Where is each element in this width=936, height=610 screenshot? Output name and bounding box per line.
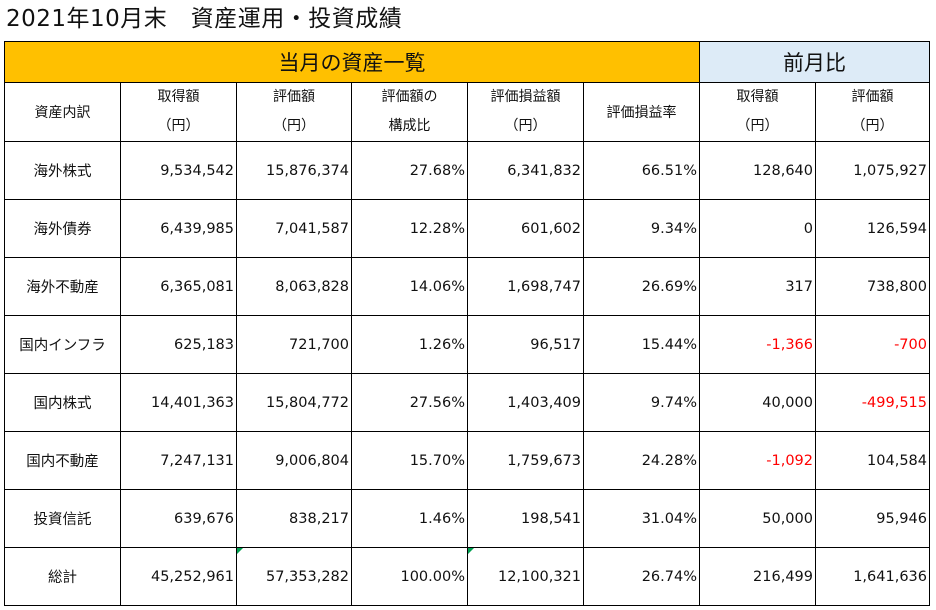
profit-loss-rate-cell: 26.74% <box>583 547 700 606</box>
mom-acquisition-cell: 50,000 <box>699 489 816 548</box>
mom-acquisition-cell: -1,092 <box>699 431 816 490</box>
mom-acquisition-cell: 317 <box>699 257 816 316</box>
category-cell: 海外不動産 <box>4 257 121 316</box>
profit-loss-rate-cell: 66.51% <box>583 141 700 200</box>
acquisition-cell: 639,676 <box>120 489 237 548</box>
profit-loss-cell: 12,100,321 <box>467 547 584 606</box>
valuation-cell: 8,063,828 <box>236 257 352 316</box>
profit-loss-cell: 1,403,409 <box>467 373 584 432</box>
valuation-cell: 15,804,772 <box>236 373 352 432</box>
profit-loss-rate-cell: 24.28% <box>583 431 700 490</box>
mom-acquisition-cell: 40,000 <box>699 373 816 432</box>
table-row: 海外不動産 6,365,081 8,063,828 14.06% 1,698,747 26… <box>4 257 930 316</box>
mom-valuation-cell: 738,800 <box>815 257 930 316</box>
table-row: 国内不動産 7,247,131 9,006,804 15.70% 1,759,673 24… <box>4 431 930 490</box>
ratio-cell: 27.56% <box>351 373 468 432</box>
valuation-cell: 15,876,374 <box>236 141 352 200</box>
profit-loss-cell: 1,759,673 <box>467 431 584 490</box>
valuation-cell: 57,353,282 <box>236 547 352 606</box>
valuation-cell: 838,217 <box>236 489 352 548</box>
acquisition-cell: 625,183 <box>120 315 237 374</box>
ratio-cell: 14.06% <box>351 257 468 316</box>
acquisition-cell: 14,401,363 <box>120 373 237 432</box>
category-cell: 国内株式 <box>4 373 121 432</box>
category-cell: 海外株式 <box>4 141 121 200</box>
profit-loss-cell: 198,541 <box>467 489 584 548</box>
profit-loss-cell: 601,602 <box>467 199 584 258</box>
profit-loss-rate-cell: 15.44% <box>583 315 700 374</box>
profit-loss-cell: 6,341,832 <box>467 141 584 200</box>
col-header-valuation: 評価額 （円） <box>236 82 352 142</box>
profit-loss-cell: 96,517 <box>467 315 584 374</box>
valuation-cell: 721,700 <box>236 315 352 374</box>
col-header-category: 資産内訳 <box>4 82 121 142</box>
ratio-cell: 15.70% <box>351 431 468 490</box>
category-cell: 総計 <box>4 547 121 606</box>
mom-valuation-cell: 95,946 <box>815 489 930 548</box>
ratio-cell: 1.26% <box>351 315 468 374</box>
valuation-cell: 7,041,587 <box>236 199 352 258</box>
mom-valuation-cell: -499,515 <box>815 373 930 432</box>
ratio-cell: 27.68% <box>351 141 468 200</box>
ratio-cell: 100.00% <box>351 547 468 606</box>
asset-table: 当月の資産一覧 前月比 資産内訳 取得額 （円） 評価額 （円） 評価額の 構成比 評… <box>4 41 930 606</box>
valuation-cell: 9,006,804 <box>236 431 352 490</box>
category-cell: 国内インフラ <box>4 315 121 374</box>
col-header-mom-acquisition: 取得額 （円） <box>699 82 816 142</box>
mom-acquisition-cell: 0 <box>699 199 816 258</box>
profit-loss-rate-cell: 9.74% <box>583 373 700 432</box>
mom-valuation-cell: 1,641,636 <box>815 547 930 606</box>
col-header-profit-loss: 評価損益額 （円） <box>467 82 584 142</box>
table-row: 海外債券 6,439,985 7,041,587 12.28% 601,602 9.34%… <box>4 199 930 258</box>
table-row: 投資信託 639,676 838,217 1.46% 198,541 31.04% 50,0… <box>4 489 930 548</box>
table-row: 国内インフラ 625,183 721,700 1.26% 96,517 15.44% -1,… <box>4 315 930 374</box>
category-cell: 投資信託 <box>4 489 121 548</box>
mom-acquisition-cell: 216,499 <box>699 547 816 606</box>
profit-loss-rate-cell: 31.04% <box>583 489 700 548</box>
header-row: 資産内訳 取得額 （円） 評価額 （円） 評価額の 構成比 評価損益額 （円） 評価損益… <box>4 82 930 142</box>
acquisition-cell: 9,534,542 <box>120 141 237 200</box>
table-row: 海外株式 9,534,542 15,876,374 27.68% 6,341,832 66… <box>4 141 930 200</box>
mom-valuation-cell: 126,594 <box>815 199 930 258</box>
col-header-acquisition: 取得額 （円） <box>120 82 237 142</box>
profit-loss-rate-cell: 9.34% <box>583 199 700 258</box>
profit-loss-cell: 1,698,747 <box>467 257 584 316</box>
acquisition-cell: 45,252,961 <box>120 547 237 606</box>
page-title: 2021年10月末 資産運用・投資成績 <box>6 6 403 32</box>
col-header-profit-loss-rate: 評価損益率 <box>583 82 700 142</box>
current-assets-band: 当月の資産一覧 <box>4 41 700 83</box>
mom-acquisition-cell: 128,640 <box>699 141 816 200</box>
ratio-cell: 12.28% <box>351 199 468 258</box>
category-cell: 国内不動産 <box>4 431 121 490</box>
category-cell: 海外債券 <box>4 199 121 258</box>
profit-loss-rate-cell: 26.69% <box>583 257 700 316</box>
mom-valuation-cell: 1,075,927 <box>815 141 930 200</box>
ratio-cell: 1.46% <box>351 489 468 548</box>
acquisition-cell: 6,365,081 <box>120 257 237 316</box>
table-row: 国内株式 14,401,363 15,804,772 27.56% 1,403,409 9… <box>4 373 930 432</box>
mom-valuation-cell: -700 <box>815 315 930 374</box>
col-header-mom-valuation: 評価額 （円） <box>815 82 930 142</box>
mom-acquisition-cell: -1,366 <box>699 315 816 374</box>
total-row: 総計 45,252,961 57,353,282 100.00% 12,100,321 2… <box>4 547 930 606</box>
acquisition-cell: 6,439,985 <box>120 199 237 258</box>
previous-month-band: 前月比 <box>699 41 930 83</box>
mom-valuation-cell: 104,584 <box>815 431 930 490</box>
acquisition-cell: 7,247,131 <box>120 431 237 490</box>
col-header-ratio: 評価額の 構成比 <box>351 82 468 142</box>
